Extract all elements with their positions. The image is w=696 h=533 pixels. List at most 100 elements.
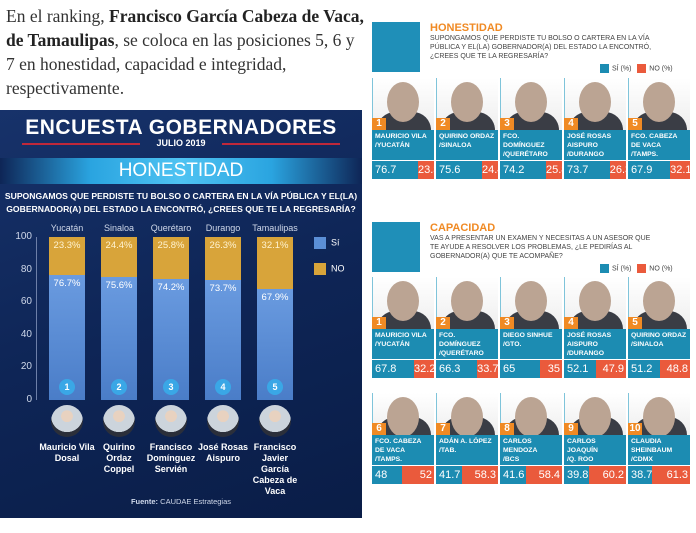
si-value: 52.1 [567,363,589,375]
governor-card: 4 JOSÉ ROSAS AISPURO/DURANGO 52.1 47.9 [564,277,626,393]
rank-badge: 2 [111,379,127,395]
bar-label-no: 26.3% [209,240,237,251]
bar-label-no: 23.3% [53,240,81,251]
si-value: 67.9 [631,164,653,176]
si-value: 76.7 [375,164,397,176]
source-note: Fuente: CAUDAE Estrategias [0,497,362,506]
governor-photo [372,393,434,435]
category-label: Yucatán [50,223,84,233]
governor-card: 5 FCO. CABEZA DE VACA/TAMPS. 67.9 32.1 [628,78,692,194]
governor-name: QUIRINO ORDAZ [439,133,495,140]
governor-card: 2 FCO. DOMÍNGUEZ/QUERÉTARO 66.3 33.7 [436,277,499,393]
governor-name-box: FCO. DOMÍNGUEZ/QUERÉTARO [500,130,562,160]
governor-name: José Rosas Aispuro [197,442,249,463]
rank-badge: 4 [215,379,231,395]
y-tick-label: 40 [20,328,32,340]
governor-card: 7 ADÁN A. LÓPEZ/TAB. 41.7 58.3 [436,393,498,509]
no-value: 58.3 [461,466,498,484]
values-row: 65 35 [500,360,562,378]
governor-state: /DURANGO [567,350,605,357]
governor-name: FCO. DOMÍNGUEZ [439,332,481,348]
governor-name-box: FCO. CABEZA DE VACA/TAMPS. [372,435,434,465]
y-axis [36,237,37,400]
governor-photo [436,78,498,130]
legend: SÍ (%) NO (%) [600,264,673,273]
governor-card: 6 FCO. CABEZA DE VACA/TAMPS. 48 52 [372,393,434,509]
governor-card: 5 QUIRINO ORDAZ/SINALOA 51.2 48.8 [628,277,690,393]
values-row: 51.2 48.8 [628,360,690,378]
legend-swatch [314,263,326,275]
governor-card: 8 CARLOS MENDOZA/BCS 41.6 58.4 [500,393,562,509]
governor-state: /TAMPS. [375,456,403,463]
governor-name: JOSÉ ROSAS AISPURO [567,133,612,149]
legend-swatch-si [600,264,609,273]
governor-name-box: CARLOS MENDOZA/BCS [500,435,562,465]
si-value: 51.2 [631,363,653,375]
no-value: 23.3 [418,161,439,179]
rank-badge: 4 [564,118,578,130]
values-row: 67.8 32.2 [372,360,435,378]
no-value: 33.7 [477,360,499,378]
no-value: 52 [401,466,434,484]
si-value: 48 [375,469,388,481]
honestidad-infographic: ENCUESTA GOBERNADORES JULIO 2019 HONESTI… [0,110,362,518]
legend-label: NO [331,263,345,274]
rank-badge: 3 [163,379,179,395]
governor-name: Francisco Javier García Cabeza de Vaca [252,442,298,496]
si-value: 75.6 [439,164,461,176]
rank-badge: 9 [564,423,578,435]
rank-badge: 7 [436,423,450,435]
no-value: 61.3 [652,466,690,484]
governor-card: 2 QUIRINO ORDAZ/SINALOA 75.6 24.4 [436,78,503,194]
governor-name: JOSÉ ROSAS AISPURO [567,332,612,348]
legend-si: Sí [314,237,340,249]
rank-badge: 2 [436,317,450,329]
si-value: 39.8 [567,469,589,481]
bar-label-si: 73.7% [209,282,237,294]
governor-state: /Q. ROO [567,456,594,463]
no-value: 35 [540,360,562,378]
rank-badge: 1 [372,118,386,130]
panel-title: HONESTIDAD [430,22,503,34]
category-label: Sinaloa [103,223,135,233]
governor-state: /BCS [503,456,520,463]
governor-name-box: DIEGO SINHUE/GTO. [500,329,562,359]
rank-badge: 1 [372,317,386,329]
rank-badge: 1 [59,379,75,395]
bar-label-si: 74.2% [157,282,185,294]
bar-no [49,237,85,275]
governor-state: /GTO. [503,341,522,348]
legend-si: SÍ (%) [612,65,632,73]
section-title: HONESTIDAD [0,158,362,184]
governor-photo [500,78,562,130]
bar-label-no: 24.4% [105,240,133,251]
governor-name-box: FCO. DOMÍNGUEZ/QUERÉTARO [436,329,498,359]
values-row: 76.7 23.3 [372,161,439,179]
governor-photo [628,78,690,130]
governor-photo [103,405,135,437]
y-tick-label: 20 [20,361,32,373]
bar-no [205,237,241,280]
divider [22,143,140,145]
rank-badge: 8 [500,423,514,435]
values-row: 75.6 24.4 [436,161,503,179]
legend-label: Sí [331,237,340,248]
article-highlight: Francisco García Cabeza de Vaca, de Tama… [6,6,364,50]
si-value: 66.3 [439,363,461,375]
bar-label-no: 32.1% [261,240,289,251]
category-label: Tamaulipas [252,223,298,233]
governor-state: /DURANGO [567,151,605,158]
governor-card: 10 CLAUDIA SHEINBAUM/CDMX 38.7 61.3 [628,393,690,509]
governor-card: 4 JOSÉ ROSAS AISPURO/DURANGO 73.7 26.3 [564,78,631,194]
article-rest: , se coloca en las posiciones 5, 6 y 7 e… [6,30,355,98]
governor-name-box: MAURICIO VILA/YUCATÁN [372,130,434,160]
article-intro: En el ranking, [6,6,110,26]
values-row: 73.7 26.3 [564,161,631,179]
governor-name: CLAUDIA SHEINBAUM [631,438,673,454]
si-value: 73.7 [567,164,589,176]
bar-label-si: 67.9% [261,292,289,304]
panel-title: CAPACIDAD [430,222,496,234]
governor-card: 3 DIEGO SINHUE/GTO. 65 35 [500,277,562,393]
governor-name: ADÁN A. LÓPEZ [439,438,492,445]
governor-name-box: QUIRINO ORDAZ/SINALOA [436,130,498,160]
